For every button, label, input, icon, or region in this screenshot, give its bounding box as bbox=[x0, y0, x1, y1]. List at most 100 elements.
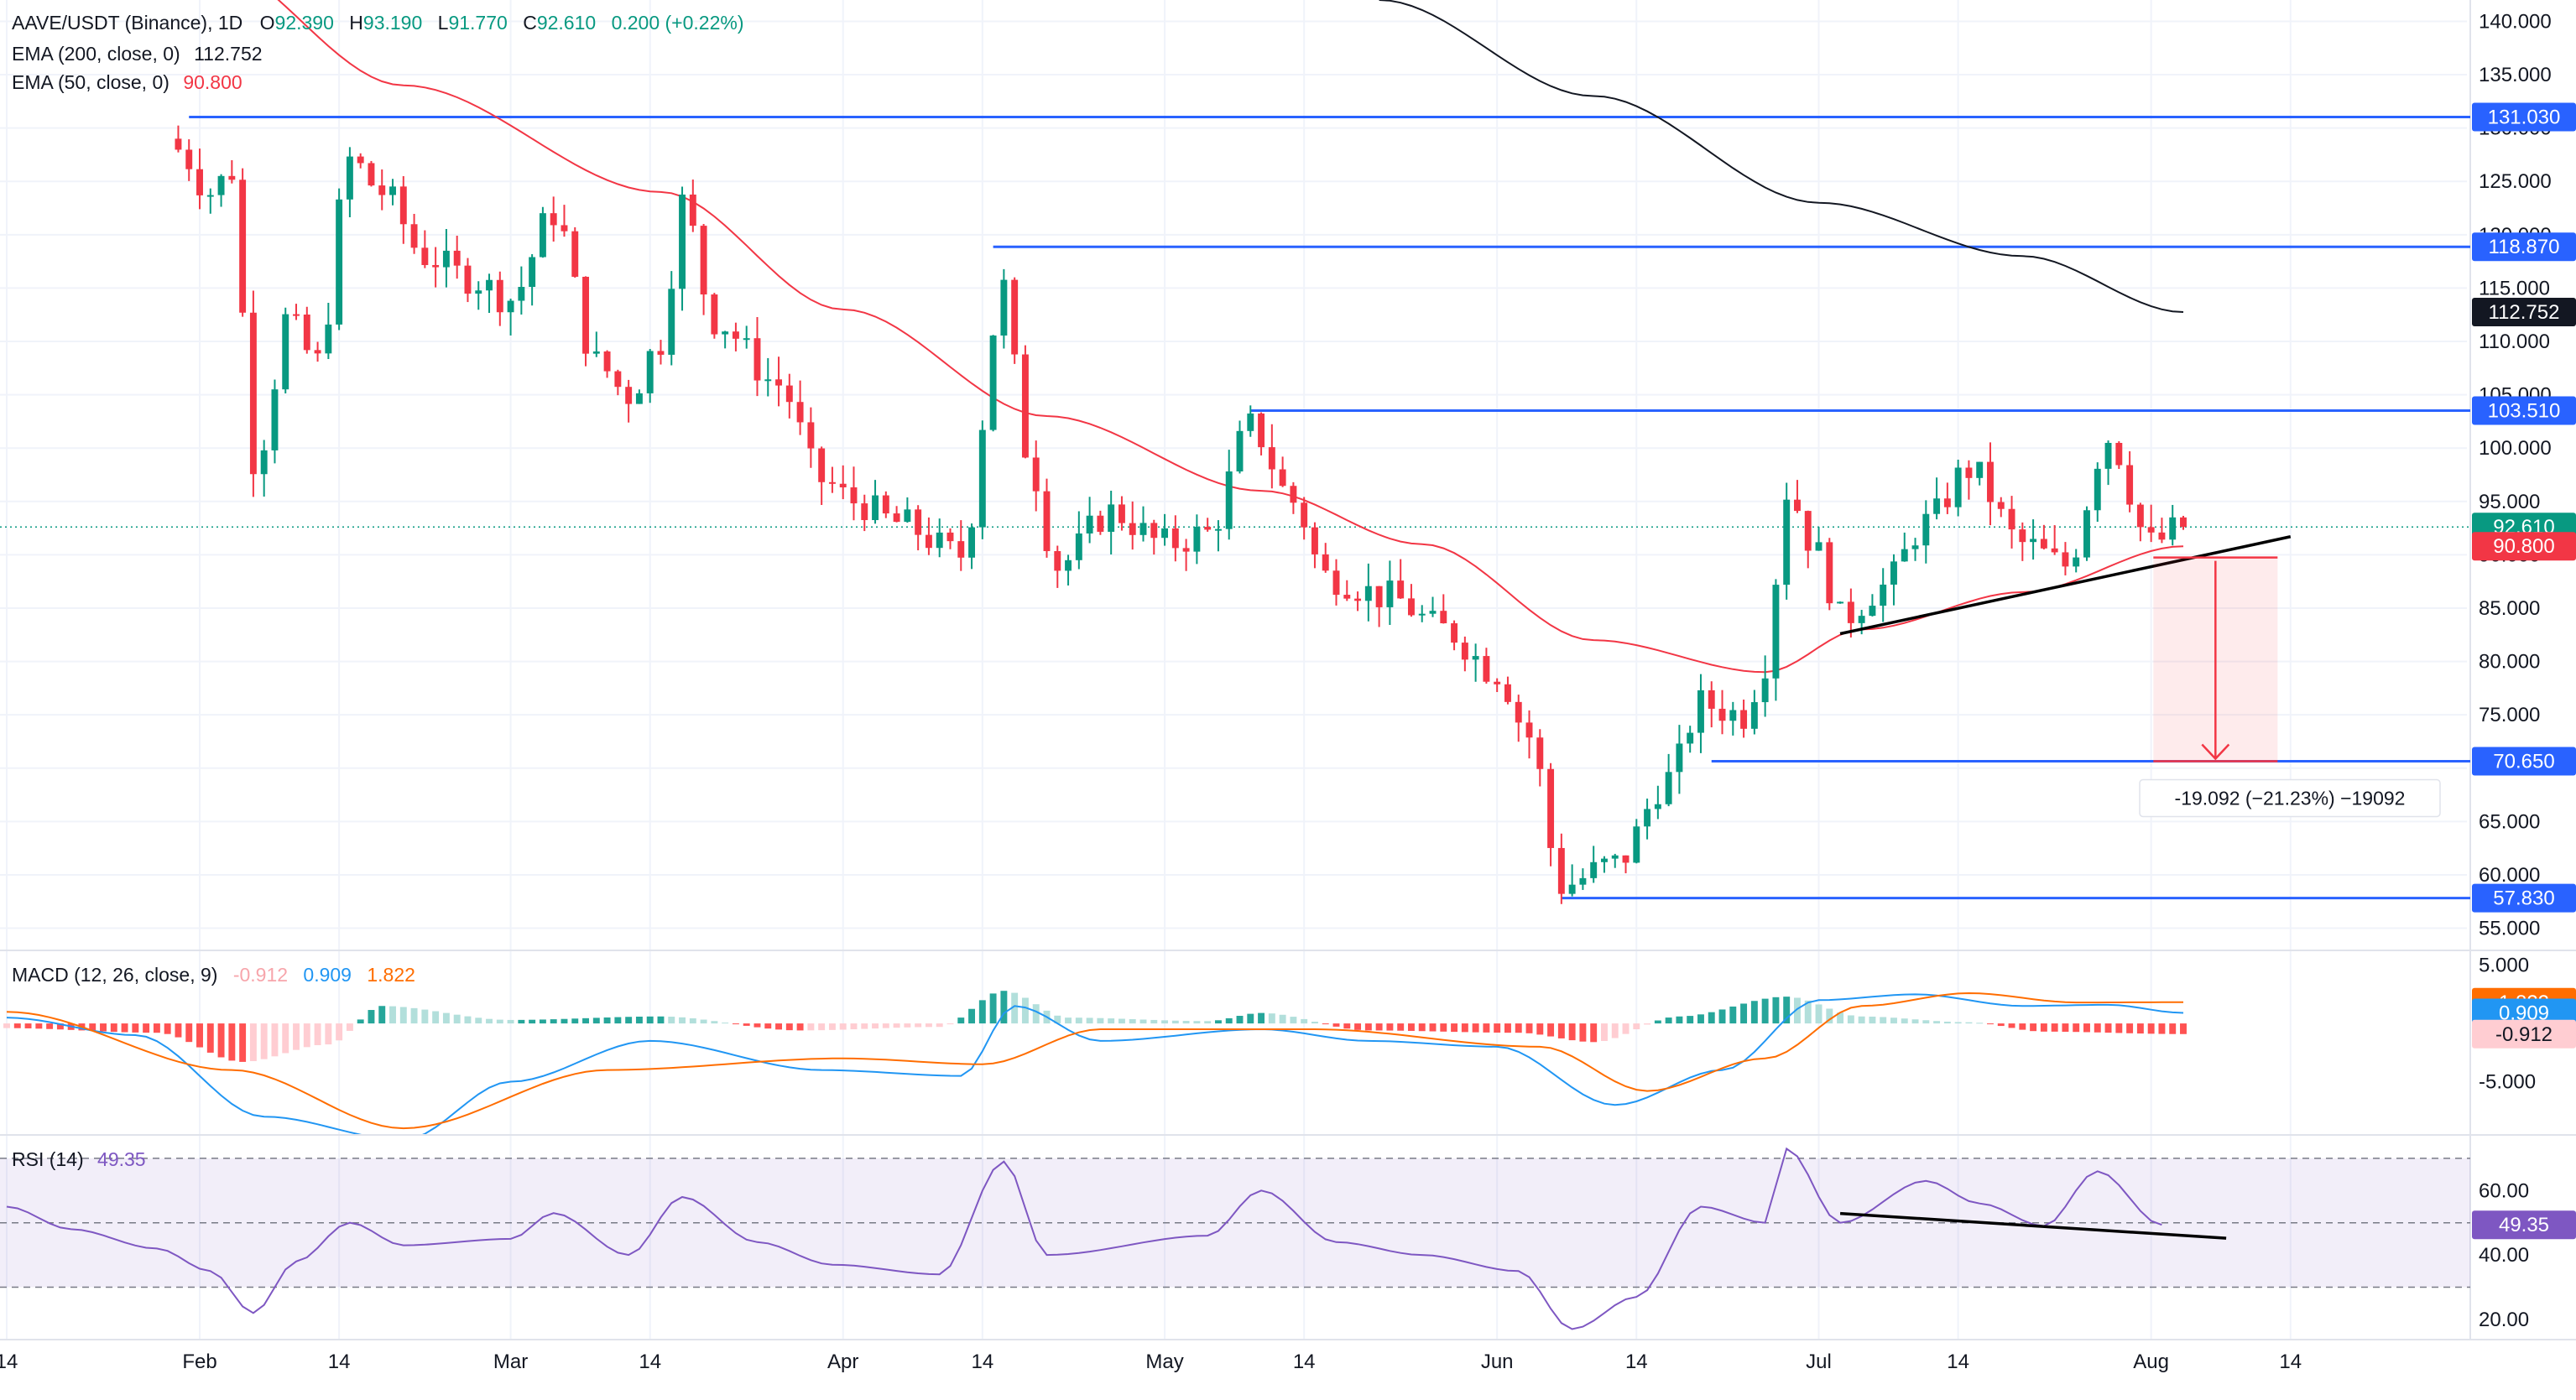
candle-body bbox=[1494, 681, 1501, 684]
candle-body bbox=[1525, 722, 1533, 738]
candle-body bbox=[1150, 523, 1158, 539]
macd-hist-bar bbox=[550, 1019, 557, 1024]
ema-lines bbox=[277, 0, 2184, 674]
macd-hist-bar bbox=[164, 1023, 171, 1034]
candle-body bbox=[249, 312, 257, 475]
macd-hist-bar bbox=[882, 1023, 889, 1028]
macd-hist-bar bbox=[1139, 1019, 1147, 1024]
macd-hist-bar bbox=[1494, 1023, 1501, 1033]
macd-hist-bar bbox=[185, 1023, 193, 1043]
macd-hist-bar bbox=[282, 1023, 289, 1054]
candle-body bbox=[818, 448, 826, 482]
macd-hist-bar bbox=[861, 1023, 868, 1029]
macd-hist-bar bbox=[1032, 1004, 1040, 1024]
macd-hist-bar bbox=[475, 1017, 482, 1024]
macd-tick-label: -5.000 bbox=[2479, 1071, 2536, 1094]
candle-body bbox=[1901, 549, 1908, 562]
candle-body bbox=[453, 250, 461, 266]
candle-body bbox=[2158, 532, 2166, 540]
macd-hist-bar bbox=[1429, 1023, 1437, 1032]
macd-hist-bar bbox=[711, 1021, 718, 1024]
candle-body bbox=[486, 279, 493, 291]
macd-hist-bar bbox=[1075, 1017, 1082, 1024]
macd-legend[interactable]: MACD (12, 26, close, 9) -0.912 0.909 1.8… bbox=[12, 964, 415, 986]
macd-hist-bar bbox=[1279, 1014, 1286, 1024]
macd-hist-bar bbox=[110, 1023, 117, 1033]
ema50-value: 90.800 bbox=[183, 71, 242, 93]
candle-body bbox=[989, 335, 997, 430]
macd-hist-bar bbox=[1815, 1004, 1822, 1024]
candle-body bbox=[582, 276, 589, 354]
macd-hist-bar bbox=[828, 1023, 836, 1030]
macd-hist-bar bbox=[1483, 1023, 1490, 1033]
ema50-legend[interactable]: EMA (50, close, 0) 90.800 bbox=[12, 71, 242, 94]
candle-body bbox=[1622, 855, 1630, 863]
rsi-value-label-bg bbox=[2472, 1210, 2576, 1240]
candle-body bbox=[1279, 469, 1286, 487]
macd-hist-bar bbox=[1472, 1023, 1479, 1033]
macd-hist-bar bbox=[153, 1023, 160, 1033]
candle-body bbox=[1687, 732, 1694, 744]
macd-hist-bar bbox=[1547, 1023, 1555, 1037]
macd-hist-bar bbox=[839, 1023, 847, 1030]
macd-hist-bar bbox=[1129, 1018, 1136, 1024]
symbol-title: AAVE/USDT (Binance), 1D bbox=[12, 12, 243, 34]
macd-hist-bar bbox=[1108, 1018, 1115, 1024]
macd-hist-bar bbox=[603, 1017, 611, 1024]
macd-hist-bar bbox=[399, 1007, 407, 1024]
candle-body bbox=[1086, 515, 1093, 533]
candle-body bbox=[1108, 504, 1115, 532]
candle-body bbox=[754, 338, 761, 381]
macd-hist-bar bbox=[271, 1023, 279, 1057]
candle-body bbox=[1826, 542, 1833, 604]
ema200-legend[interactable]: EMA (200, close, 0) 112.752 bbox=[12, 43, 263, 65]
macd-hist-bar bbox=[1826, 1008, 1833, 1024]
price-labels: 131.030118.870103.51070.65057.83092.6109… bbox=[2472, 102, 2576, 1240]
date-tick-label: Apr bbox=[827, 1351, 858, 1373]
macd-hist-bar bbox=[1901, 1018, 1908, 1024]
candle-body bbox=[2073, 557, 2080, 567]
candle-body bbox=[700, 226, 707, 295]
macd-hist-bar bbox=[1214, 1020, 1222, 1024]
candle-body bbox=[2104, 442, 2112, 469]
rsi-legend[interactable]: RSI (14) 49.35 bbox=[12, 1148, 146, 1171]
macd-hist-bar bbox=[764, 1023, 772, 1029]
macd-hist-bar bbox=[2158, 1023, 2166, 1034]
level-price-label-bg bbox=[2472, 747, 2576, 776]
candle-body bbox=[1182, 548, 1190, 552]
candle-body bbox=[807, 422, 815, 449]
macd-hist-bar bbox=[635, 1016, 643, 1024]
symbol-legend[interactable]: AAVE/USDT (Binance), 1D O92.390 H93.190 … bbox=[12, 12, 744, 34]
candle-body bbox=[978, 429, 986, 528]
candle-body bbox=[1301, 502, 1308, 528]
macd-hist-bar bbox=[796, 1023, 804, 1031]
macd-hist-bar bbox=[421, 1009, 429, 1024]
macd-hist-bar bbox=[1740, 1003, 1748, 1024]
candle-body bbox=[2115, 442, 2123, 466]
candle-body bbox=[1761, 678, 1769, 703]
candle-body bbox=[206, 195, 214, 197]
ema50-label: EMA (50, close, 0) bbox=[12, 71, 169, 93]
macd-hist-bar bbox=[1247, 1013, 1254, 1024]
rsi-value-label: 49.35 bbox=[2499, 1214, 2549, 1236]
candle-body bbox=[1483, 656, 1490, 682]
rsi-pane bbox=[0, 1147, 2470, 1330]
macd-hist-bar bbox=[1332, 1023, 1340, 1027]
candle-body bbox=[1644, 809, 1651, 827]
candle-body bbox=[228, 175, 236, 180]
price-tick-label: 80.000 bbox=[2479, 651, 2540, 674]
candle-body bbox=[1933, 498, 1941, 514]
macd-hist-bar bbox=[1761, 998, 1769, 1024]
candle-body bbox=[1161, 528, 1169, 539]
macd-label: MACD (12, 26, close, 9) bbox=[12, 964, 218, 986]
grid bbox=[0, 0, 2576, 1340]
price-label-bg bbox=[2472, 532, 2576, 561]
macd-hist-bar bbox=[936, 1023, 943, 1028]
level-price-label-bg bbox=[2472, 883, 2576, 913]
macd-hist-bar bbox=[2180, 1023, 2187, 1034]
macd-hist-bar bbox=[2147, 1023, 2155, 1034]
ohlc-low: L91.770 bbox=[437, 12, 508, 34]
candle-body bbox=[1075, 533, 1082, 560]
candle-body bbox=[679, 194, 686, 289]
